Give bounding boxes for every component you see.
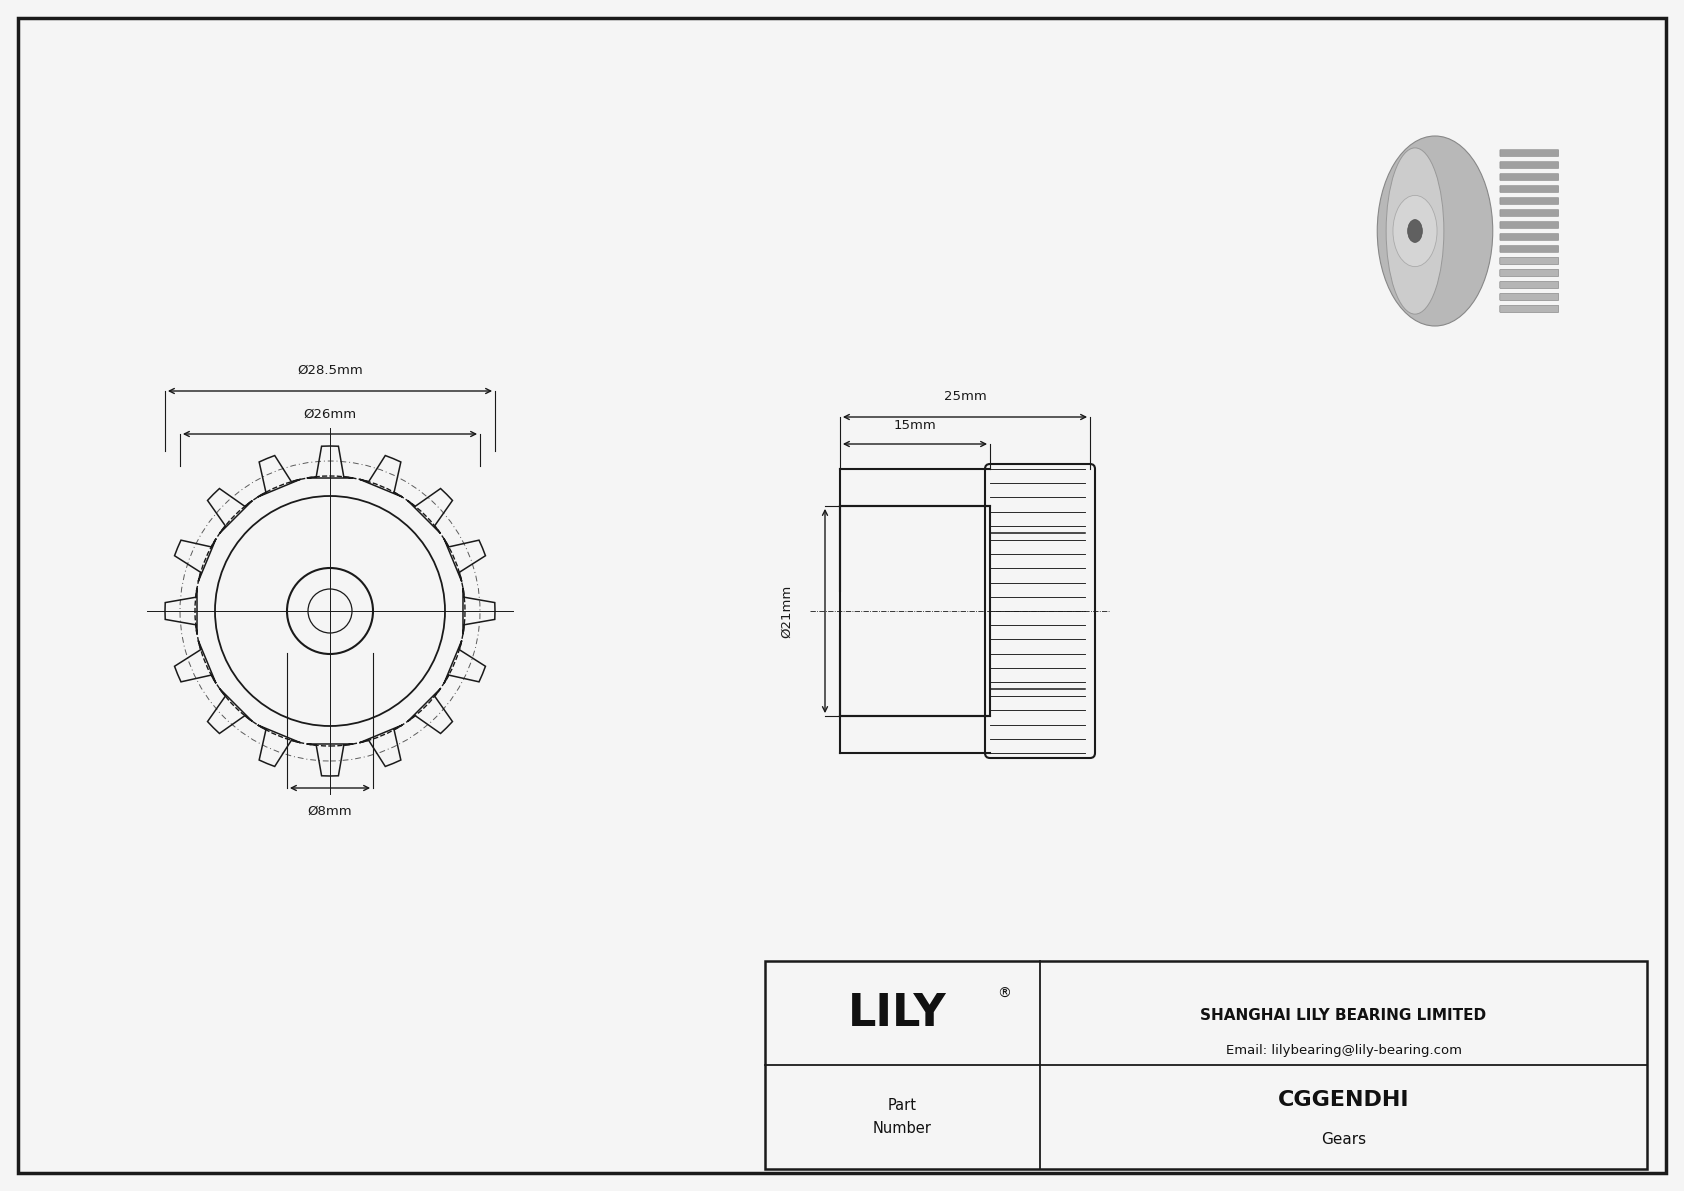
FancyBboxPatch shape xyxy=(1500,269,1559,276)
Text: Gears: Gears xyxy=(1320,1133,1366,1147)
FancyBboxPatch shape xyxy=(1500,174,1559,181)
Text: 25mm: 25mm xyxy=(943,389,987,403)
Text: ®: ® xyxy=(997,987,1012,1002)
Text: Part
Number: Part Number xyxy=(872,1098,931,1135)
Bar xyxy=(840,506,990,716)
Ellipse shape xyxy=(1393,195,1436,267)
FancyBboxPatch shape xyxy=(1500,257,1559,264)
FancyBboxPatch shape xyxy=(1500,281,1559,288)
Text: CGGENDHI: CGGENDHI xyxy=(1278,1090,1410,1110)
Text: SHANGHAI LILY BEARING LIMITED: SHANGHAI LILY BEARING LIMITED xyxy=(1201,1008,1487,1023)
FancyBboxPatch shape xyxy=(1500,281,1559,288)
Text: 15mm: 15mm xyxy=(894,419,936,432)
Ellipse shape xyxy=(1408,219,1423,243)
FancyBboxPatch shape xyxy=(1500,150,1559,156)
FancyBboxPatch shape xyxy=(1500,198,1559,205)
FancyBboxPatch shape xyxy=(1500,257,1559,264)
FancyBboxPatch shape xyxy=(1500,306,1559,312)
FancyBboxPatch shape xyxy=(1500,306,1559,312)
FancyBboxPatch shape xyxy=(1500,293,1559,300)
Text: Ø21mm: Ø21mm xyxy=(780,585,793,637)
Text: Ø28.5mm: Ø28.5mm xyxy=(296,364,362,378)
Text: LILY: LILY xyxy=(849,991,946,1035)
Text: Ø26mm: Ø26mm xyxy=(303,409,357,420)
FancyBboxPatch shape xyxy=(1500,269,1559,276)
Ellipse shape xyxy=(1378,136,1492,326)
Ellipse shape xyxy=(1386,148,1443,314)
FancyBboxPatch shape xyxy=(1500,210,1559,217)
FancyBboxPatch shape xyxy=(1500,293,1559,300)
Text: Ø8mm: Ø8mm xyxy=(308,805,352,818)
Text: Email: lilybearing@lily-bearing.com: Email: lilybearing@lily-bearing.com xyxy=(1226,1045,1462,1056)
FancyBboxPatch shape xyxy=(1500,162,1559,168)
Bar xyxy=(765,961,1647,1170)
FancyBboxPatch shape xyxy=(1500,186,1559,193)
FancyBboxPatch shape xyxy=(1500,245,1559,252)
FancyBboxPatch shape xyxy=(1500,222,1559,229)
FancyBboxPatch shape xyxy=(1500,233,1559,241)
